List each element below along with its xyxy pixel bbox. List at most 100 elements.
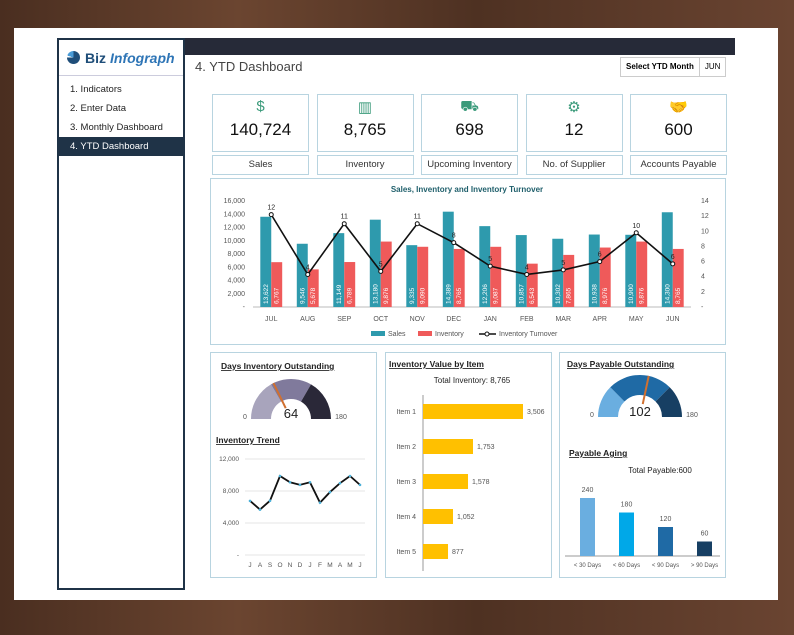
x-tick: N xyxy=(288,562,293,569)
bar-label: 6,767 xyxy=(274,287,281,304)
aging-value: 180 xyxy=(621,502,633,509)
kpi-value: 8,765 xyxy=(343,120,387,139)
total-inventory: Total Inventory: 8,765 xyxy=(434,376,511,385)
kpi-card-1: ▥ 8,765 xyxy=(316,94,414,152)
y-tick: 4,000 xyxy=(227,278,245,285)
x-tick: APR xyxy=(593,316,607,323)
kpi-label: Accounts Payable xyxy=(630,155,727,175)
inventory-bar xyxy=(599,247,611,307)
bar-label: 9,335 xyxy=(409,287,416,304)
sidebar-item-ytd-dashboard[interactable]: 4. YTD Dashboard xyxy=(59,137,183,156)
inventory-bar xyxy=(490,246,502,307)
kpi-value: 600 xyxy=(664,120,693,139)
handshake-icon: 🤝 xyxy=(669,99,688,116)
bar-label: 10,302 xyxy=(555,284,562,304)
trend-point xyxy=(328,490,332,494)
y-tick: 16,000 xyxy=(224,198,246,205)
x-tick: F xyxy=(318,562,322,569)
item-bar xyxy=(423,544,449,559)
turnover-point xyxy=(487,263,493,269)
turnover-point xyxy=(633,230,639,236)
item-label: Item 4 xyxy=(397,514,417,521)
gauge-value: 64 xyxy=(284,406,298,421)
turnover-point xyxy=(451,240,457,246)
trend-point xyxy=(318,501,322,504)
aging-title: Payable Aging xyxy=(569,448,627,458)
turnover-point xyxy=(524,271,530,277)
x-tick: FEB xyxy=(520,316,534,323)
item-bar xyxy=(423,439,473,454)
aging-value: 240 xyxy=(582,487,594,494)
gauge-needle xyxy=(272,382,287,409)
supplier-icon: ⚙ xyxy=(567,99,581,116)
sidebar-item-enter-data[interactable]: 2. Enter Data xyxy=(70,103,126,114)
item-value: 1,578 xyxy=(472,479,490,486)
bar-label: 9,546 xyxy=(299,287,306,304)
dpo-title: Days Payable Outstanding xyxy=(567,359,674,369)
sidebar-item-indicators[interactable]: 1. Indicators xyxy=(70,84,122,95)
x-tick: S xyxy=(268,562,273,569)
shelf-icon: ▥ xyxy=(357,99,373,116)
kpi-value: 12 xyxy=(564,120,584,139)
x-tick: JUN xyxy=(666,316,680,323)
x-tick: JUL xyxy=(265,316,278,323)
gauge-segment xyxy=(251,384,281,419)
dio-panel: Days Inventory Outstanding 64 0 180 Inventor… xyxy=(210,352,377,578)
x-tick: M xyxy=(347,562,352,569)
trend-point xyxy=(268,499,272,502)
legend-inventory: Inventory xyxy=(435,331,464,338)
y2-tick: 6 xyxy=(701,259,705,266)
y-tick: - xyxy=(243,304,246,311)
y-tick: 8,000 xyxy=(223,488,240,495)
inventory-bar xyxy=(271,262,283,307)
aging-category: > 90 Days xyxy=(691,563,718,569)
y-tick: - xyxy=(237,552,239,559)
bar-label: 11,149 xyxy=(336,284,343,304)
legend-sales: Sales xyxy=(388,331,406,338)
kpi-value: 140,724 xyxy=(229,120,292,139)
gauge-segment xyxy=(598,387,625,417)
bar-label: 8,765 xyxy=(675,287,682,304)
item-bar xyxy=(423,509,454,524)
trend-point xyxy=(358,483,362,487)
trend-point xyxy=(338,481,342,485)
sales-bar xyxy=(406,245,418,307)
y-tick: 4,000 xyxy=(223,520,240,527)
legend-inventory-swatch xyxy=(418,331,432,336)
sidebar-item-monthly-dashboard[interactable]: 3. Monthly Dashboard xyxy=(70,122,163,133)
gauge-segment xyxy=(301,384,331,419)
sales-bar xyxy=(625,234,637,307)
y-tick: 12,000 xyxy=(219,456,239,463)
x-tick: SEP xyxy=(337,316,351,323)
kpi-card-3: ⚙ 12 xyxy=(525,94,623,152)
sales-bar xyxy=(588,234,600,307)
bar-label: 8,976 xyxy=(602,287,609,304)
trend-point xyxy=(308,481,312,484)
x-tick: J xyxy=(358,562,361,569)
x-tick: D xyxy=(298,562,303,569)
money-icon: $ xyxy=(256,98,265,115)
item-label: Item 5 xyxy=(397,549,417,556)
turnover-point xyxy=(378,268,384,274)
item-label: Item 2 xyxy=(397,444,417,451)
trend-point xyxy=(258,508,262,511)
ytd-month-selector[interactable]: Select YTD Month JUN xyxy=(620,57,727,77)
x-tick: O xyxy=(277,562,282,569)
y2-tick: 4 xyxy=(701,274,705,281)
trend-line xyxy=(249,474,361,511)
item-value: 1,753 xyxy=(477,444,495,451)
turnover-label: 5 xyxy=(561,260,565,267)
ytd-month-value[interactable]: JUN xyxy=(704,62,721,71)
turnover-label: 11 xyxy=(341,214,348,221)
item-label: Item 1 xyxy=(397,409,417,416)
y2-tick: 2 xyxy=(701,289,705,296)
trend-point xyxy=(288,480,292,484)
inventory-bar xyxy=(344,262,356,307)
gauge-min: 0 xyxy=(590,412,594,419)
x-tick: OCT xyxy=(373,316,389,323)
x-tick: J xyxy=(248,562,251,569)
page-title: 4. YTD Dashboard xyxy=(195,59,303,74)
inventory-bar xyxy=(417,246,429,307)
inventory-bar xyxy=(307,269,319,307)
turnover-line xyxy=(270,214,674,276)
